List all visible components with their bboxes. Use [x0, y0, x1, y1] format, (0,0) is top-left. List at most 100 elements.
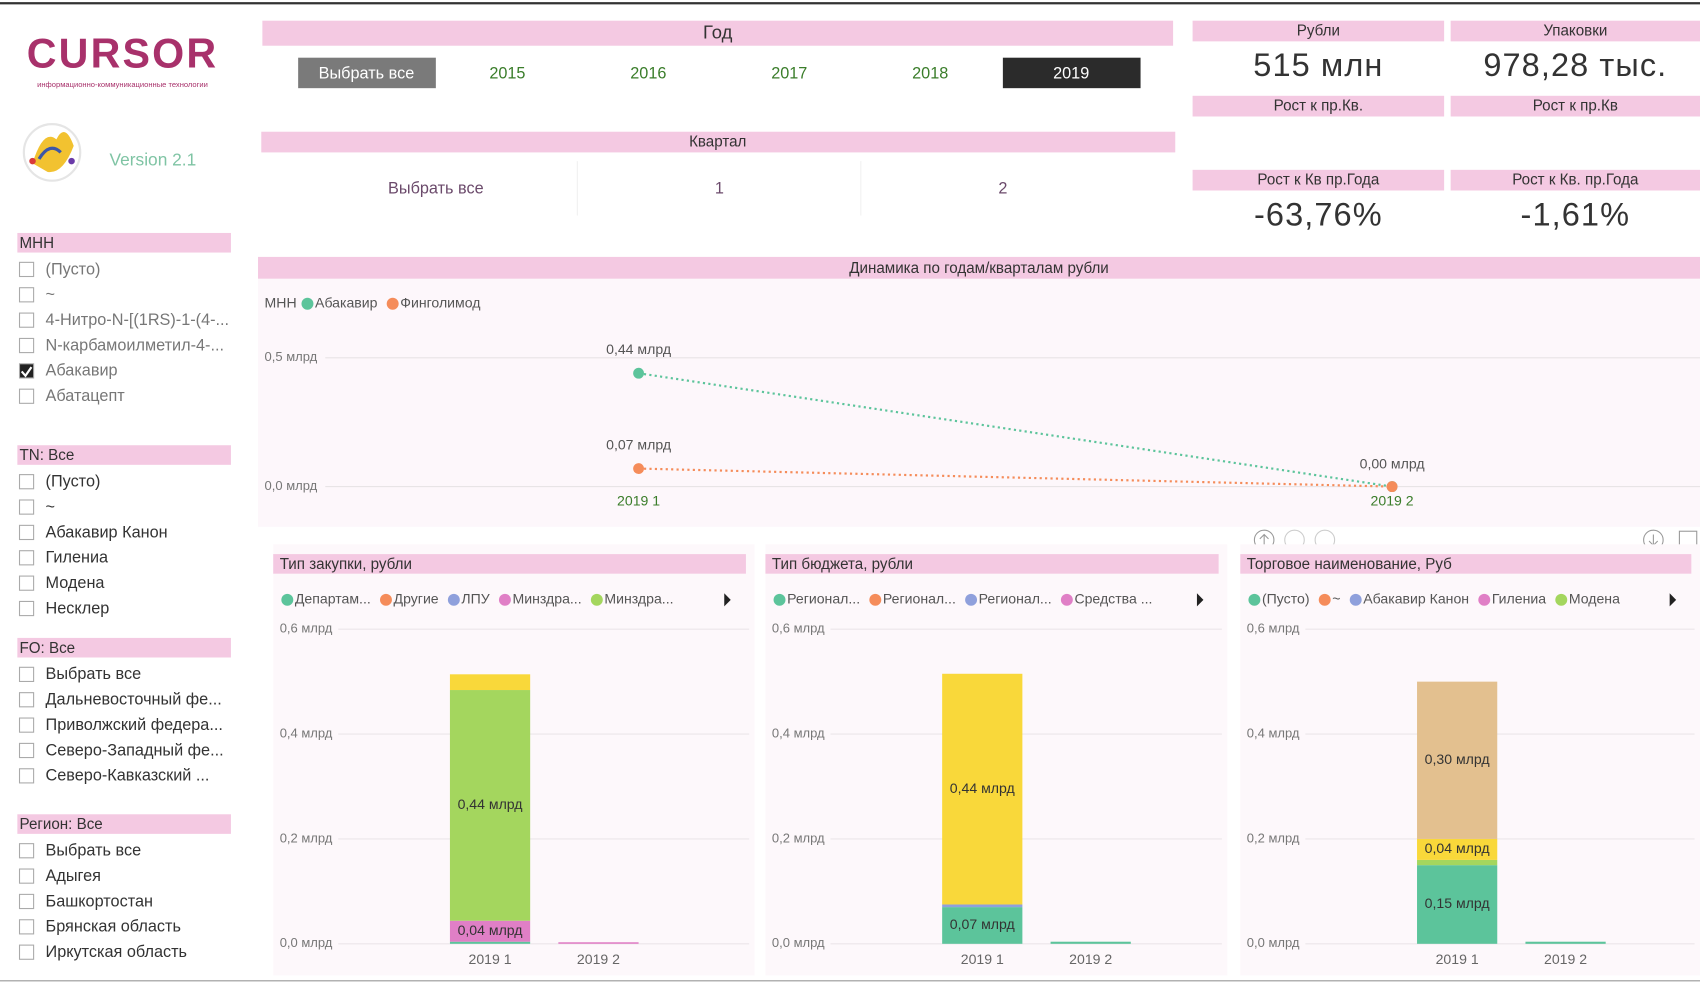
- year-option[interactable]: 2016: [630, 64, 666, 82]
- data-label: 0,44 млрд: [458, 796, 523, 812]
- y-tick-label: 0,5 млрд: [265, 349, 318, 364]
- chart-header: [258, 256, 1700, 279]
- legend-next[interactable]: [1196, 593, 1204, 607]
- slicer-item[interactable]: (Пусто): [46, 260, 101, 278]
- slicer-item[interactable]: Северо-Кавказский ...: [46, 767, 210, 785]
- data-label: 0,07 млрд: [950, 916, 1015, 932]
- data-label: 0,44 млрд: [606, 341, 671, 357]
- checkbox[interactable]: [18, 868, 35, 884]
- slicer-item[interactable]: Северо-Западный фе...: [46, 741, 224, 759]
- slicer-item[interactable]: Дальневосточный фе...: [46, 691, 222, 709]
- checkbox[interactable]: [18, 919, 35, 935]
- checkbox[interactable]: [18, 843, 35, 859]
- y-tick-label: 0,4 млрд: [280, 725, 333, 740]
- checkbox[interactable]: [18, 717, 35, 733]
- slicer-item[interactable]: Несклер: [46, 599, 110, 617]
- bar-segment: [449, 941, 531, 944]
- kpi-header: [1450, 20, 1700, 42]
- legend-label: ~: [1332, 591, 1340, 607]
- checkbox[interactable]: [18, 742, 35, 759]
- year-option[interactable]: Выбрать все: [319, 64, 415, 82]
- year-option[interactable]: 2018: [912, 64, 948, 82]
- data-label: 0,04 млрд: [1425, 840, 1490, 856]
- legend-label: Регионал...: [787, 591, 860, 607]
- slicer-item[interactable]: Брянская область: [46, 918, 181, 936]
- legend-next[interactable]: [724, 593, 731, 607]
- checkbox[interactable]: [18, 499, 35, 515]
- legend-label: Гилениа: [1492, 591, 1546, 607]
- slicer-item[interactable]: 4-Нитро-N-[(1RS)-1-(4-...: [46, 311, 230, 329]
- slicer-item[interactable]: N-карбамоилметил-4-...: [46, 336, 224, 354]
- series-line: [638, 372, 1393, 488]
- kpi-label: Рост к Кв пр.Года: [1257, 172, 1379, 189]
- year-option[interactable]: 2019: [1053, 64, 1089, 82]
- chart-title: Динамика по годам/кварталам рубли: [849, 260, 1109, 277]
- version: Version 2.1: [110, 150, 197, 170]
- quarter-option[interactable]: 1: [715, 180, 724, 198]
- kpi-label: Рост к Кв. пр.Года: [1512, 172, 1639, 189]
- checkbox[interactable]: [18, 337, 35, 354]
- slicer-item[interactable]: (Пусто): [46, 473, 101, 491]
- bar-segment: [449, 920, 531, 942]
- brand: CURSOR: [27, 30, 218, 76]
- legend-marker: [1349, 593, 1362, 606]
- quarter-option[interactable]: Выбрать все: [388, 180, 484, 198]
- checkbox[interactable]: [18, 312, 35, 328]
- checkbox[interactable]: [18, 287, 35, 303]
- option-box[interactable]: [1002, 57, 1141, 89]
- checkbox[interactable]: [18, 944, 35, 960]
- data-label: 0,07 млрд: [606, 436, 671, 452]
- bar-segment: [449, 690, 531, 921]
- checkbox[interactable]: [18, 893, 35, 910]
- year-option[interactable]: 2015: [489, 64, 525, 82]
- checkbox[interactable]: [18, 550, 35, 566]
- chart-header: [765, 554, 1219, 574]
- option-box[interactable]: [298, 57, 436, 89]
- legend-marker: [380, 593, 392, 606]
- series-line: [638, 467, 1393, 488]
- slicer-item[interactable]: ~: [46, 498, 55, 516]
- slicer-item[interactable]: Адыгея: [46, 867, 101, 885]
- y-tick-label: 0,4 млрд: [1247, 725, 1300, 740]
- slicer-title: МНН: [20, 235, 55, 252]
- checkbox[interactable]: [18, 261, 35, 278]
- slicer-item[interactable]: ~: [46, 286, 55, 304]
- checkbox[interactable]: [18, 600, 35, 617]
- slicer-item[interactable]: Выбрать все: [46, 665, 142, 683]
- tagline: информационно-коммуникационные технологи…: [37, 80, 208, 89]
- slicer-item[interactable]: Абакавир Канон: [46, 523, 168, 541]
- legend-next[interactable]: [1669, 593, 1677, 607]
- slicer-header: [17, 445, 231, 465]
- checkbox[interactable]: [18, 524, 35, 541]
- slicer-item[interactable]: Иркутская область: [46, 943, 187, 961]
- slicer-item[interactable]: Модена: [46, 574, 106, 592]
- checkbox[interactable]: [18, 575, 35, 591]
- year-option[interactable]: 2017: [771, 64, 807, 82]
- bar-segment: [1417, 838, 1498, 860]
- slicer-item[interactable]: Абатацепт: [46, 387, 126, 405]
- checkbox[interactable]: [18, 666, 35, 683]
- bar-segment: [1417, 865, 1498, 944]
- legend-label: Регионал...: [883, 591, 956, 607]
- checkmark: [20, 366, 33, 378]
- data-label: 0,30 млрд: [1425, 751, 1490, 767]
- kpi-header: [1192, 169, 1445, 191]
- slicer-item[interactable]: Абакавир: [46, 362, 118, 380]
- slicer-item[interactable]: Гилениа: [46, 549, 110, 567]
- legend-marker: [1478, 593, 1491, 606]
- slicer-item[interactable]: Приволжский федера...: [46, 716, 223, 734]
- slicer-item[interactable]: Выбрать все: [46, 842, 142, 860]
- checkbox[interactable]: [18, 692, 35, 708]
- slicer-item[interactable]: Башкортостан: [46, 892, 153, 910]
- checkbox[interactable]: [18, 474, 35, 490]
- checkbox[interactable]: [18, 768, 35, 784]
- kpi-value: -1,61%: [1521, 195, 1631, 232]
- chart-header: [1240, 554, 1692, 574]
- quarter-option[interactable]: 2: [998, 180, 1007, 198]
- legend-marker: [1318, 593, 1331, 606]
- point: [1386, 481, 1398, 493]
- checkbox[interactable]: [18, 388, 35, 404]
- legend-marker: [773, 593, 786, 606]
- y-tick-label: 0,0 млрд: [265, 478, 318, 493]
- point: [633, 463, 645, 475]
